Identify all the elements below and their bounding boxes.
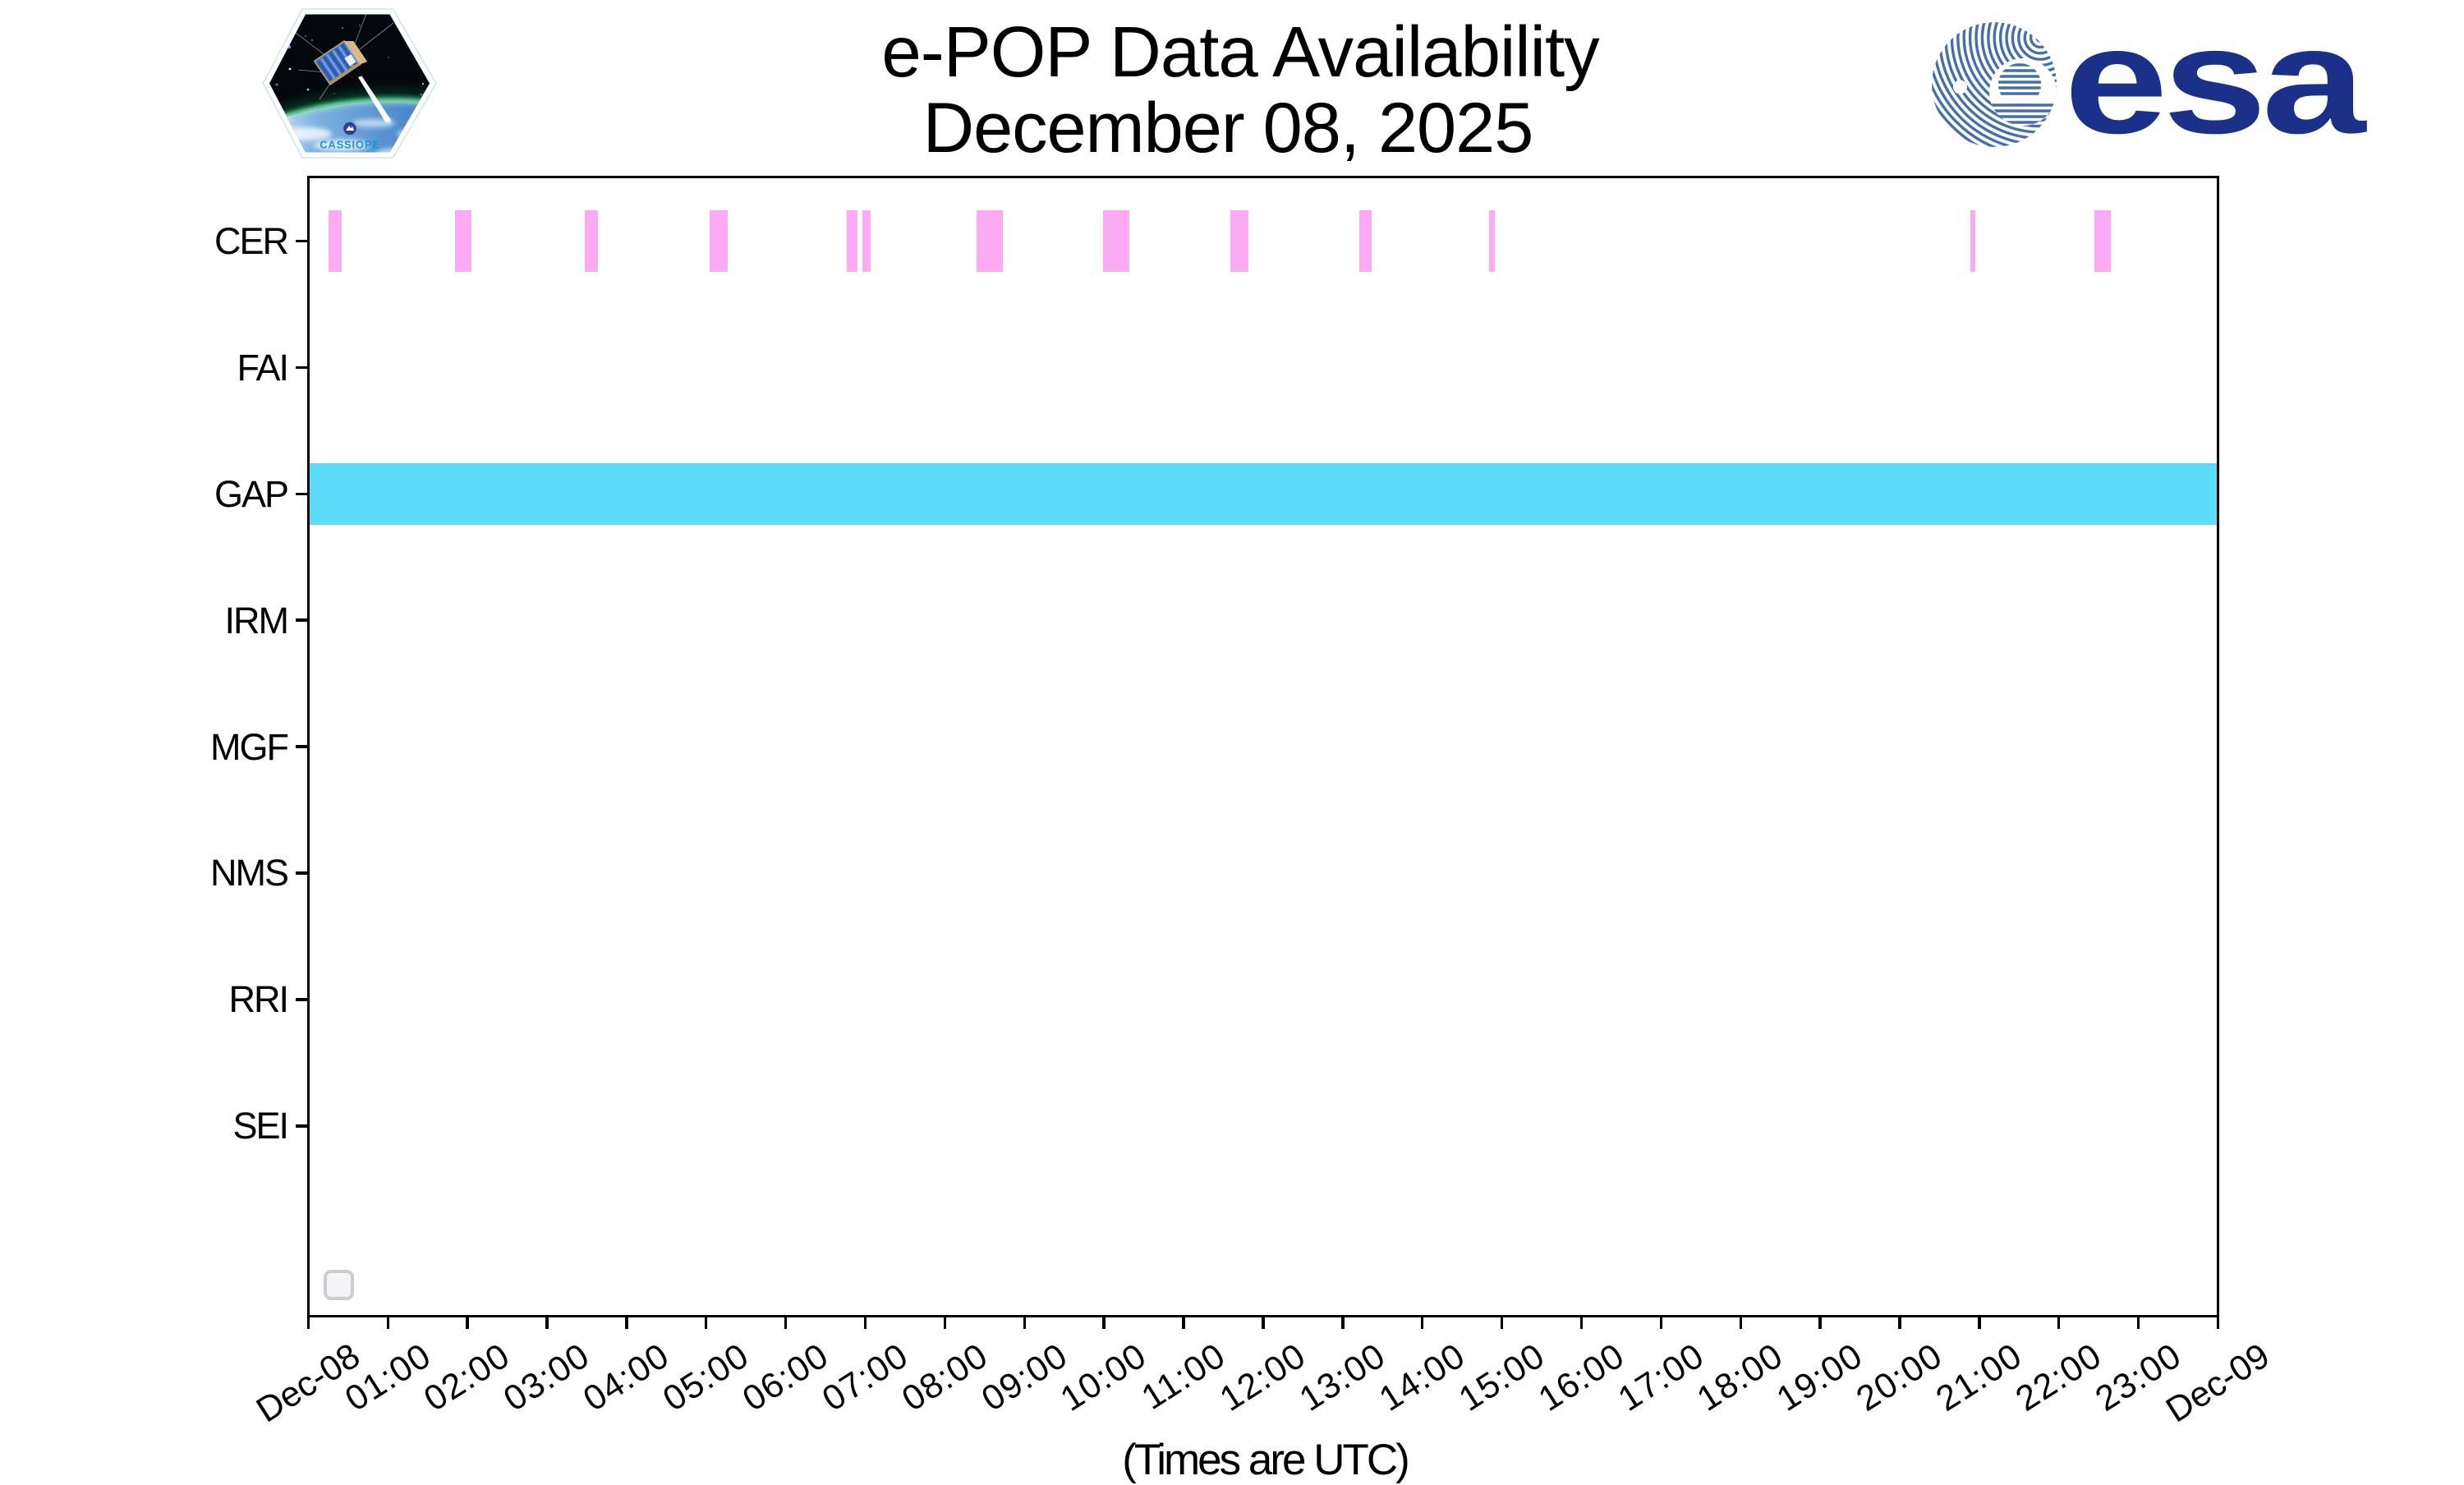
svg-text:esa: esa (2064, 0, 2367, 165)
svg-text:CASSIOPE: CASSIOPE (319, 139, 380, 151)
